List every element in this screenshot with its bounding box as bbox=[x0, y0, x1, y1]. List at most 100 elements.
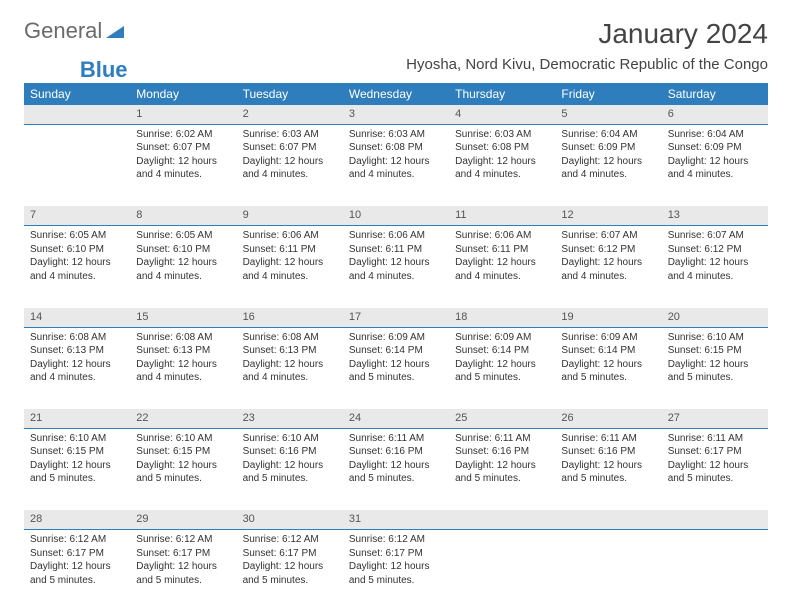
day-cell: Sunrise: 6:03 AMSunset: 6:07 PMDaylight:… bbox=[237, 124, 343, 206]
day-header-row: Sunday Monday Tuesday Wednesday Thursday… bbox=[24, 83, 768, 105]
col-sat: Saturday bbox=[662, 83, 768, 105]
day-cell: Sunrise: 6:11 AMSunset: 6:16 PMDaylight:… bbox=[343, 428, 449, 510]
day2-text: and 4 minutes. bbox=[561, 270, 655, 284]
sunset-text: Sunset: 6:15 PM bbox=[668, 344, 762, 358]
day1-text: Daylight: 12 hours bbox=[243, 358, 337, 372]
day-number: 31 bbox=[343, 510, 449, 529]
day-number: 15 bbox=[130, 308, 236, 327]
sunrise-text: Sunrise: 6:04 AM bbox=[668, 128, 762, 142]
day1-text: Daylight: 12 hours bbox=[349, 459, 443, 473]
day1-text: Daylight: 12 hours bbox=[30, 459, 124, 473]
day-cell: Sunrise: 6:09 AMSunset: 6:14 PMDaylight:… bbox=[343, 327, 449, 409]
day-content-row: Sunrise: 6:02 AMSunset: 6:07 PMDaylight:… bbox=[24, 124, 768, 206]
sunrise-text: Sunrise: 6:12 AM bbox=[243, 533, 337, 547]
day-number bbox=[555, 510, 661, 529]
day-number: 8 bbox=[130, 206, 236, 225]
day-cell: Sunrise: 6:06 AMSunset: 6:11 PMDaylight:… bbox=[449, 226, 555, 308]
day-cell bbox=[662, 530, 768, 612]
day-cell: Sunrise: 6:06 AMSunset: 6:11 PMDaylight:… bbox=[343, 226, 449, 308]
day2-text: and 4 minutes. bbox=[30, 371, 124, 385]
day-cell: Sunrise: 6:10 AMSunset: 6:15 PMDaylight:… bbox=[24, 428, 130, 510]
sunrise-text: Sunrise: 6:06 AM bbox=[455, 229, 549, 243]
day2-text: and 4 minutes. bbox=[455, 270, 549, 284]
day1-text: Daylight: 12 hours bbox=[349, 256, 443, 270]
day-number: 28 bbox=[24, 510, 130, 529]
sunset-text: Sunset: 6:11 PM bbox=[243, 243, 337, 257]
sunrise-text: Sunrise: 6:03 AM bbox=[243, 128, 337, 142]
day2-text: and 4 minutes. bbox=[136, 371, 230, 385]
logo-text-1: General bbox=[24, 18, 102, 44]
sunrise-text: Sunrise: 6:06 AM bbox=[349, 229, 443, 243]
daynum-row: 21222324252627 bbox=[24, 409, 768, 428]
day2-text: and 5 minutes. bbox=[136, 574, 230, 588]
day2-text: and 4 minutes. bbox=[136, 270, 230, 284]
sunrise-text: Sunrise: 6:12 AM bbox=[30, 533, 124, 547]
day-number: 4 bbox=[449, 105, 555, 124]
sunset-text: Sunset: 6:13 PM bbox=[30, 344, 124, 358]
day2-text: and 5 minutes. bbox=[668, 472, 762, 486]
day-cell: Sunrise: 6:11 AMSunset: 6:16 PMDaylight:… bbox=[449, 428, 555, 510]
day-content-row: Sunrise: 6:05 AMSunset: 6:10 PMDaylight:… bbox=[24, 226, 768, 308]
day-cell: Sunrise: 6:03 AMSunset: 6:08 PMDaylight:… bbox=[449, 124, 555, 206]
sunset-text: Sunset: 6:12 PM bbox=[668, 243, 762, 257]
day-number: 22 bbox=[130, 409, 236, 428]
sunrise-text: Sunrise: 6:07 AM bbox=[561, 229, 655, 243]
sunset-text: Sunset: 6:08 PM bbox=[455, 141, 549, 155]
sunset-text: Sunset: 6:07 PM bbox=[243, 141, 337, 155]
day2-text: and 4 minutes. bbox=[243, 270, 337, 284]
day-cell: Sunrise: 6:12 AMSunset: 6:17 PMDaylight:… bbox=[24, 530, 130, 612]
sunrise-text: Sunrise: 6:10 AM bbox=[243, 432, 337, 446]
day-cell: Sunrise: 6:08 AMSunset: 6:13 PMDaylight:… bbox=[237, 327, 343, 409]
day1-text: Daylight: 12 hours bbox=[668, 459, 762, 473]
day-number: 14 bbox=[24, 308, 130, 327]
day1-text: Daylight: 12 hours bbox=[30, 560, 124, 574]
sunset-text: Sunset: 6:07 PM bbox=[136, 141, 230, 155]
sunset-text: Sunset: 6:16 PM bbox=[561, 445, 655, 459]
sunrise-text: Sunrise: 6:10 AM bbox=[668, 331, 762, 345]
day1-text: Daylight: 12 hours bbox=[243, 459, 337, 473]
sunrise-text: Sunrise: 6:07 AM bbox=[668, 229, 762, 243]
sunrise-text: Sunrise: 6:11 AM bbox=[668, 432, 762, 446]
sunset-text: Sunset: 6:11 PM bbox=[349, 243, 443, 257]
sunset-text: Sunset: 6:17 PM bbox=[349, 547, 443, 561]
day1-text: Daylight: 12 hours bbox=[136, 459, 230, 473]
day-cell: Sunrise: 6:08 AMSunset: 6:13 PMDaylight:… bbox=[24, 327, 130, 409]
daynum-row: 123456 bbox=[24, 105, 768, 124]
day-cell: Sunrise: 6:05 AMSunset: 6:10 PMDaylight:… bbox=[24, 226, 130, 308]
day-number bbox=[662, 510, 768, 529]
day1-text: Daylight: 12 hours bbox=[349, 560, 443, 574]
sunset-text: Sunset: 6:14 PM bbox=[349, 344, 443, 358]
day2-text: and 5 minutes. bbox=[561, 371, 655, 385]
day2-text: and 5 minutes. bbox=[455, 371, 549, 385]
sunset-text: Sunset: 6:10 PM bbox=[30, 243, 124, 257]
day2-text: and 5 minutes. bbox=[455, 472, 549, 486]
day2-text: and 4 minutes. bbox=[561, 168, 655, 182]
col-sun: Sunday bbox=[24, 83, 130, 105]
sunset-text: Sunset: 6:16 PM bbox=[349, 445, 443, 459]
day2-text: and 4 minutes. bbox=[668, 270, 762, 284]
day-number: 16 bbox=[237, 308, 343, 327]
day-number: 2 bbox=[237, 105, 343, 124]
day2-text: and 4 minutes. bbox=[136, 168, 230, 182]
day-cell: Sunrise: 6:10 AMSunset: 6:15 PMDaylight:… bbox=[662, 327, 768, 409]
location-subtitle: Hyosha, Nord Kivu, Democratic Republic o… bbox=[406, 56, 768, 73]
day2-text: and 5 minutes. bbox=[349, 371, 443, 385]
sunset-text: Sunset: 6:14 PM bbox=[455, 344, 549, 358]
sunrise-text: Sunrise: 6:11 AM bbox=[561, 432, 655, 446]
sunset-text: Sunset: 6:10 PM bbox=[136, 243, 230, 257]
day-number bbox=[24, 105, 130, 124]
daynum-row: 14151617181920 bbox=[24, 308, 768, 327]
sunset-text: Sunset: 6:14 PM bbox=[561, 344, 655, 358]
day-cell: Sunrise: 6:02 AMSunset: 6:07 PMDaylight:… bbox=[130, 124, 236, 206]
day1-text: Daylight: 12 hours bbox=[561, 256, 655, 270]
header: General January 2024 bbox=[24, 18, 768, 50]
sunset-text: Sunset: 6:16 PM bbox=[455, 445, 549, 459]
day-cell: Sunrise: 6:09 AMSunset: 6:14 PMDaylight:… bbox=[555, 327, 661, 409]
sunset-text: Sunset: 6:17 PM bbox=[136, 547, 230, 561]
sunrise-text: Sunrise: 6:08 AM bbox=[243, 331, 337, 345]
day-number: 17 bbox=[343, 308, 449, 327]
day1-text: Daylight: 12 hours bbox=[349, 358, 443, 372]
logo-line2: GeneBlue bbox=[24, 57, 128, 83]
sunrise-text: Sunrise: 6:03 AM bbox=[349, 128, 443, 142]
page-title: January 2024 bbox=[598, 18, 768, 50]
